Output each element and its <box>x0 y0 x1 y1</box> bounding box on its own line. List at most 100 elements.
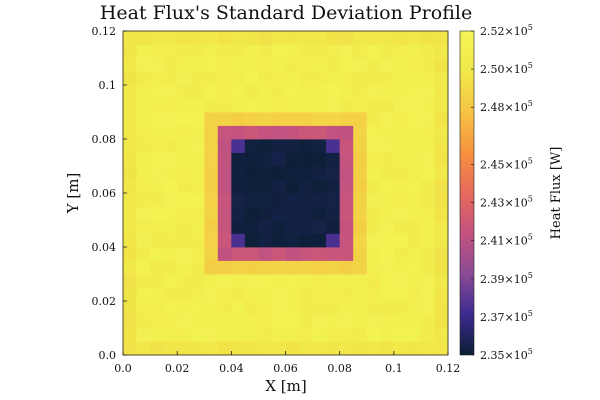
heatmap-cell <box>312 139 327 153</box>
heatmap-cell <box>136 301 151 315</box>
heatmap-cell <box>285 301 300 315</box>
heatmap-cell <box>163 220 178 234</box>
heatmap-cell <box>136 341 151 356</box>
heatmap-cell <box>339 301 354 315</box>
heatmap-cell <box>258 166 273 180</box>
y-tick-label: 0.12 <box>92 25 117 38</box>
heatmap-cell <box>204 125 219 140</box>
heatmap-cell <box>420 220 435 234</box>
heatmap-cell <box>353 287 368 302</box>
heatmap-cell <box>190 44 205 59</box>
heatmap-cell <box>163 98 178 113</box>
heatmap-cell <box>217 247 232 261</box>
heatmap-cell <box>434 85 449 99</box>
heatmap-cell <box>217 58 232 72</box>
heatmap-cell <box>204 301 219 315</box>
heatmap-cell <box>380 206 395 221</box>
heatmap-cell <box>258 287 273 302</box>
heatmap-cell <box>163 274 178 288</box>
heatmap-cell <box>299 341 313 356</box>
heatmap-cell <box>353 247 368 261</box>
heatmap-cell <box>407 44 422 59</box>
heatmap-cell <box>123 152 137 167</box>
heatmap-cell <box>217 220 232 234</box>
heatmap-cell <box>204 179 219 194</box>
heatmap-cell <box>244 44 259 59</box>
heatmap-cell <box>285 179 300 194</box>
heatmap-cell <box>136 179 151 194</box>
heatmap-cell <box>231 247 246 261</box>
heatmap-cell <box>366 260 381 275</box>
heatmap-cell <box>434 139 449 153</box>
heatmap-cell <box>190 71 205 86</box>
heatmap-cell <box>163 71 178 86</box>
heatmap-cell <box>136 206 151 221</box>
heatmap-cell <box>204 328 219 342</box>
heatmap-cell <box>380 98 395 113</box>
heatmap-cell <box>271 193 286 207</box>
colorbar-label: Heat Flux [W] <box>549 147 564 240</box>
heatmap-cell <box>393 44 408 59</box>
heatmap-cell <box>163 179 178 194</box>
heatmap-cell <box>299 260 313 275</box>
heatmap-cell <box>366 301 381 315</box>
heatmap-cell <box>420 44 435 59</box>
heatmap-cell <box>190 301 205 315</box>
heatmap-cell <box>150 139 165 153</box>
heatmap-cell <box>190 125 205 140</box>
heatmap-cell <box>339 58 354 72</box>
heatmap-cell <box>136 139 151 153</box>
heatmap-cell <box>420 193 435 207</box>
heatmap-cell <box>204 220 219 234</box>
heatmap-cell <box>136 98 151 113</box>
heatmap-cell <box>150 58 165 72</box>
heatmap-cell <box>434 328 449 342</box>
heatmap-cell <box>190 247 205 261</box>
heatmap-cell <box>393 220 408 234</box>
heatmap-cell <box>326 98 341 113</box>
heatmap-cell <box>163 58 178 72</box>
heatmap-cell <box>366 85 381 99</box>
heatmap-cell <box>123 206 137 221</box>
heatmap-cell <box>163 247 178 261</box>
heatmap-cell <box>217 260 232 275</box>
heatmap-cell <box>285 233 300 248</box>
heatmap-cell <box>136 58 151 72</box>
heatmap-cell <box>244 301 259 315</box>
heatmap-cell <box>312 179 327 194</box>
heatmap-cell <box>299 31 313 45</box>
heatmap-cell <box>353 125 368 140</box>
heatmap-cell <box>217 152 232 167</box>
heatmap-cell <box>420 152 435 167</box>
heatmap-cell <box>434 98 449 113</box>
colorbar-tick-label: 2.35×105 <box>480 347 533 362</box>
colorbar-tick-label: 2.43×105 <box>480 195 533 210</box>
heatmap-cell <box>285 206 300 221</box>
heatmap-cell <box>163 112 178 126</box>
heatmap-cell <box>258 274 273 288</box>
heatmap-cell <box>434 314 449 329</box>
heatmap-cell <box>366 125 381 140</box>
heatmap-cell <box>204 31 219 45</box>
heatmap-cell <box>231 71 246 86</box>
heatmap-cell <box>312 112 327 126</box>
heatmap-cell <box>312 301 327 315</box>
heatmap-cell <box>299 193 313 207</box>
heatmap-cell <box>407 98 422 113</box>
heatmap-cell <box>353 274 368 288</box>
heatmap-cell <box>136 112 151 126</box>
heatmap-cell <box>312 220 327 234</box>
heatmap-cell <box>258 193 273 207</box>
y-tick-label: 0.1 <box>99 79 117 92</box>
x-axis: 0.0 0.02 0.04 0.06 0.08 0.1 0.12 <box>114 351 460 375</box>
heatmap-cell <box>244 98 259 113</box>
heatmap-cell <box>285 71 300 86</box>
heatmap-cell <box>339 341 354 356</box>
heatmap-cell <box>366 139 381 153</box>
heatmap-cell <box>150 287 165 302</box>
heatmap-cell <box>136 328 151 342</box>
heatmap-cell <box>271 274 286 288</box>
heatmap-cell <box>231 220 246 234</box>
heatmap-cell <box>136 193 151 207</box>
heatmap-cell <box>163 166 178 180</box>
